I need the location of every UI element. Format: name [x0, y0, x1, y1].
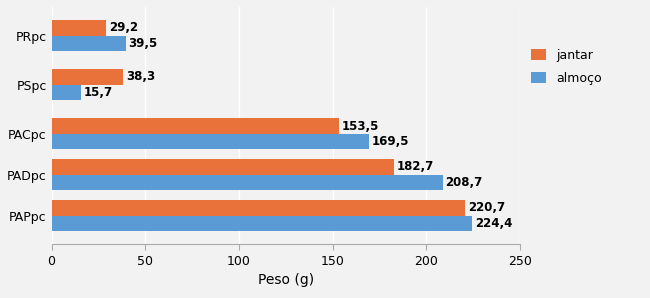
Bar [51, 20, 106, 35]
Text: 153,5: 153,5 [342, 119, 380, 133]
Bar [51, 118, 339, 134]
Text: 169,5: 169,5 [372, 135, 410, 148]
Bar [51, 69, 124, 85]
Bar [51, 200, 465, 216]
Text: 39,5: 39,5 [129, 37, 158, 50]
Bar [51, 216, 472, 231]
Bar [51, 85, 81, 100]
Bar [51, 134, 369, 149]
Text: 38,3: 38,3 [126, 70, 155, 83]
Text: 29,2: 29,2 [109, 21, 138, 34]
X-axis label: Peso (g): Peso (g) [257, 273, 314, 287]
Text: 182,7: 182,7 [396, 161, 434, 173]
Bar [51, 175, 443, 190]
Text: 15,7: 15,7 [84, 86, 113, 99]
Bar [51, 159, 394, 175]
Text: 208,7: 208,7 [445, 176, 483, 189]
Legend: jantar, almoço: jantar, almoço [531, 49, 601, 85]
Text: 220,7: 220,7 [468, 201, 505, 215]
Text: 224,4: 224,4 [475, 217, 512, 230]
Bar [51, 35, 125, 51]
